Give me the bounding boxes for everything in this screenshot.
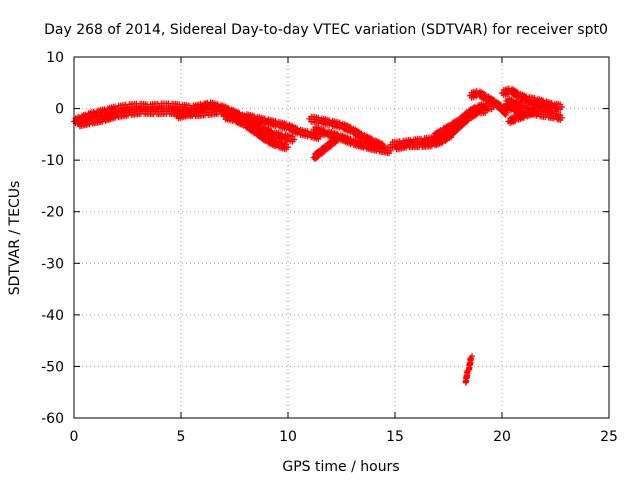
series-satellite-track-d xyxy=(220,111,291,153)
x-tick-label: 5 xyxy=(177,429,186,445)
tick-layer xyxy=(73,56,610,419)
data-point-trail xyxy=(243,111,322,143)
y-tick-label: -40 xyxy=(41,308,64,324)
y-tick-label: -20 xyxy=(41,205,64,221)
x-tick-label: 10 xyxy=(279,429,297,445)
y-axis-label: SDTVAR / TECUs xyxy=(7,181,23,296)
plot-border xyxy=(73,56,610,419)
series-satellite-track-o xyxy=(503,95,561,115)
x-tick-label: 20 xyxy=(493,429,511,445)
y-tick-label: -50 xyxy=(41,359,64,375)
data-point-trail xyxy=(504,95,559,115)
chart-title: Day 268 of 2014, Sidereal Day-to-day VTE… xyxy=(44,22,608,38)
series-satellite-track-h xyxy=(310,132,343,163)
grid-layer xyxy=(74,57,609,418)
data-layer xyxy=(71,85,565,386)
y-tick-label: -60 xyxy=(41,411,64,427)
data-point-trail xyxy=(308,113,386,153)
x-tick-label: 15 xyxy=(386,429,404,445)
y-tick-label: 10 xyxy=(46,50,64,66)
data-point-trail xyxy=(462,354,474,386)
y-tick-label: -10 xyxy=(41,153,64,169)
y-tick-label: 0 xyxy=(55,102,64,118)
data-point-trail xyxy=(222,111,290,153)
x-tick-label: 25 xyxy=(600,429,618,445)
label-layer: 0 5 10 15 20 25 10 0 -10 -20 -30 -40 -50 -60 xyxy=(41,50,618,445)
x-tick-label: 0 xyxy=(70,429,79,445)
series-satellite-track-p xyxy=(505,106,538,127)
data-point-trail xyxy=(468,88,509,118)
series-satellite-track-k xyxy=(430,100,497,142)
y-tick-label: -30 xyxy=(41,256,64,272)
data-point-trail xyxy=(311,132,342,163)
series-outlier-cluster xyxy=(462,353,476,386)
x-axis-label: GPS time / hours xyxy=(282,459,399,475)
data-point-trail xyxy=(431,100,495,142)
data-point-trail xyxy=(507,106,536,127)
